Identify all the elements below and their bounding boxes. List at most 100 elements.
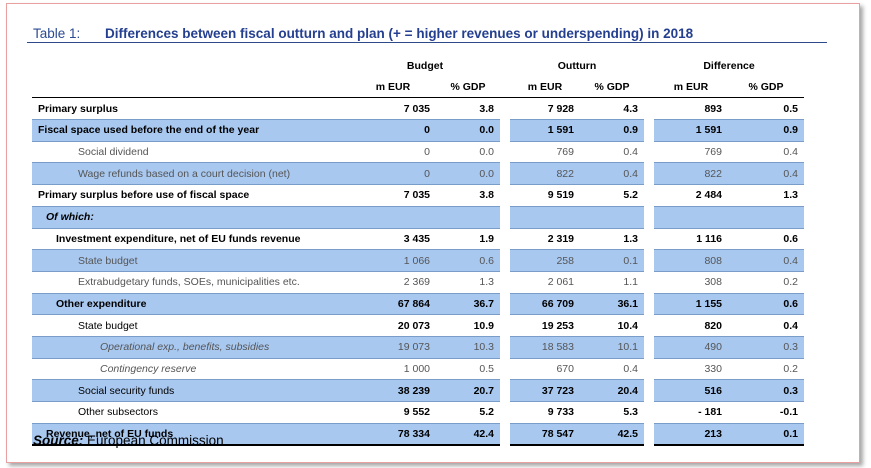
table-row: Wage refunds based on a court decision (…	[32, 162, 804, 186]
source-note: Source: European Commission	[33, 433, 224, 448]
cell-budget-gdp: 0.5	[436, 358, 500, 381]
cell-budget-meur: 7 035	[350, 184, 436, 207]
row-label: Wage refunds based on a court decision (…	[32, 162, 350, 186]
row-label: Fiscal space used before the end of the …	[32, 119, 350, 142]
table-number: Table 1:	[33, 26, 81, 41]
cell-outturn-gdp: 5.3	[580, 401, 644, 424]
cell-diff-meur: 893	[654, 97, 728, 121]
cell-budget-gdp	[436, 206, 500, 229]
cell-outturn-meur: 9 733	[510, 401, 580, 424]
cell-diff-meur: - 181	[654, 401, 728, 424]
cell-budget-meur: 38 239	[350, 379, 436, 402]
fiscal-table: Budget Outturn Difference m EUR % GDP m …	[32, 56, 804, 447]
cell-diff-meur	[654, 206, 728, 229]
cell-budget-meur: 0	[350, 119, 436, 142]
cell-outturn-meur: 19 253	[510, 314, 580, 337]
cell-diff-gdp: 0.4	[728, 141, 804, 164]
cell-outturn-meur: 78 547	[510, 423, 580, 447]
row-label: Social security funds	[32, 379, 350, 402]
cell-budget-meur: 2 369	[350, 271, 436, 294]
cell-outturn-meur: 18 583	[510, 336, 580, 359]
cell-outturn-meur	[510, 206, 580, 229]
row-label: Social dividend	[32, 141, 350, 164]
header-groups: Budget Outturn Difference	[32, 56, 804, 77]
cell-budget-gdp: 0.0	[436, 162, 500, 186]
cell-diff-meur: 820	[654, 314, 728, 337]
cell-outturn-gdp: 4.3	[580, 97, 644, 121]
cell-budget-gdp: 1.3	[436, 271, 500, 294]
cell-budget-meur: 0	[350, 162, 436, 186]
cell-budget-gdp: 5.2	[436, 401, 500, 424]
table-caption: Differences between fiscal outturn and p…	[105, 26, 694, 41]
source-text: European Commission	[87, 433, 224, 448]
cell-outturn-meur: 37 723	[510, 379, 580, 402]
cell-budget-meur: 67 864	[350, 293, 436, 316]
cell-outturn-meur: 2 319	[510, 228, 580, 251]
cell-budget-meur: 78 334	[350, 423, 436, 447]
cell-outturn-gdp: 0.4	[580, 162, 644, 186]
table-row: State budget 1 066 0.6 258 0.1 808 0.4	[32, 249, 804, 272]
cell-diff-meur: 769	[654, 141, 728, 164]
cell-outturn-gdp: 5.2	[580, 184, 644, 207]
cell-budget-meur: 0	[350, 141, 436, 164]
header-unit: m EUR	[350, 76, 436, 99]
cell-outturn-gdp: 0.4	[580, 141, 644, 164]
cell-budget-gdp: 10.3	[436, 336, 500, 359]
row-label: Other expenditure	[32, 293, 350, 316]
cell-diff-gdp: 0.2	[728, 271, 804, 294]
cell-budget-gdp: 3.8	[436, 97, 500, 121]
cell-diff-gdp: 0.3	[728, 379, 804, 402]
header-units: m EUR % GDP m EUR % GDP m EUR % GDP	[32, 76, 804, 99]
cell-budget-meur: 1 000	[350, 358, 436, 381]
cell-diff-gdp: 0.5	[728, 97, 804, 121]
header-unit: % GDP	[436, 76, 500, 99]
cell-budget-gdp: 20.7	[436, 379, 500, 402]
cell-outturn-meur: 9 519	[510, 184, 580, 207]
cell-budget-meur: 20 073	[350, 314, 436, 337]
row-label: Investment expenditure, net of EU funds …	[32, 228, 350, 251]
table-row: Primary surplus 7 035 3.8 7 928 4.3 893 …	[32, 97, 804, 121]
row-label: Of which:	[32, 206, 350, 229]
table-row: Fiscal space used before the end of the …	[32, 119, 804, 142]
cell-diff-gdp: 0.3	[728, 336, 804, 359]
cell-budget-gdp: 0.6	[436, 249, 500, 272]
cell-budget-meur: 1 066	[350, 249, 436, 272]
cell-outturn-gdp: 0.4	[580, 358, 644, 381]
cell-outturn-meur: 1 591	[510, 119, 580, 142]
cell-budget-gdp: 1.9	[436, 228, 500, 251]
cell-diff-meur: 808	[654, 249, 728, 272]
cell-outturn-meur: 2 061	[510, 271, 580, 294]
cell-diff-meur: 213	[654, 423, 728, 447]
table-row: Social security funds 38 239 20.7 37 723…	[32, 379, 804, 402]
cell-budget-meur	[350, 206, 436, 229]
cell-budget-meur: 9 552	[350, 401, 436, 424]
row-label: Other subsectors	[32, 401, 350, 424]
cell-diff-gdp: 0.4	[728, 249, 804, 272]
cell-budget-gdp: 42.4	[436, 423, 500, 447]
row-label: Primary surplus before use of fiscal spa…	[32, 184, 350, 207]
cell-diff-meur: 490	[654, 336, 728, 359]
cell-outturn-meur: 769	[510, 141, 580, 164]
cell-outturn-gdp	[580, 206, 644, 229]
cell-outturn-meur: 66 709	[510, 293, 580, 316]
cell-diff-gdp: 0.6	[728, 293, 804, 316]
cell-outturn-gdp: 1.1	[580, 271, 644, 294]
cell-outturn-gdp: 0.1	[580, 249, 644, 272]
table-row: Operational exp., benefits, subsidies 19…	[32, 336, 804, 359]
header-difference: Difference	[703, 60, 755, 73]
cell-diff-gdp: 0.2	[728, 358, 804, 381]
cell-outturn-meur: 258	[510, 249, 580, 272]
table-row: Primary surplus before use of fiscal spa…	[32, 184, 804, 207]
cell-outturn-meur: 822	[510, 162, 580, 186]
cell-diff-gdp: 0.6	[728, 228, 804, 251]
header-unit: m EUR	[654, 76, 728, 99]
table-row: Revenue, net of EU funds 78 334 42.4 78 …	[32, 423, 804, 447]
cell-diff-meur: 1 591	[654, 119, 728, 142]
cell-outturn-gdp: 10.4	[580, 314, 644, 337]
cell-diff-gdp: -0.1	[728, 401, 804, 424]
cell-outturn-gdp: 10.1	[580, 336, 644, 359]
cell-outturn-meur: 7 928	[510, 97, 580, 121]
table-row: Other subsectors 9 552 5.2 9 733 5.3 - 1…	[32, 401, 804, 424]
cell-outturn-gdp: 36.1	[580, 293, 644, 316]
cell-budget-gdp: 0.0	[436, 141, 500, 164]
